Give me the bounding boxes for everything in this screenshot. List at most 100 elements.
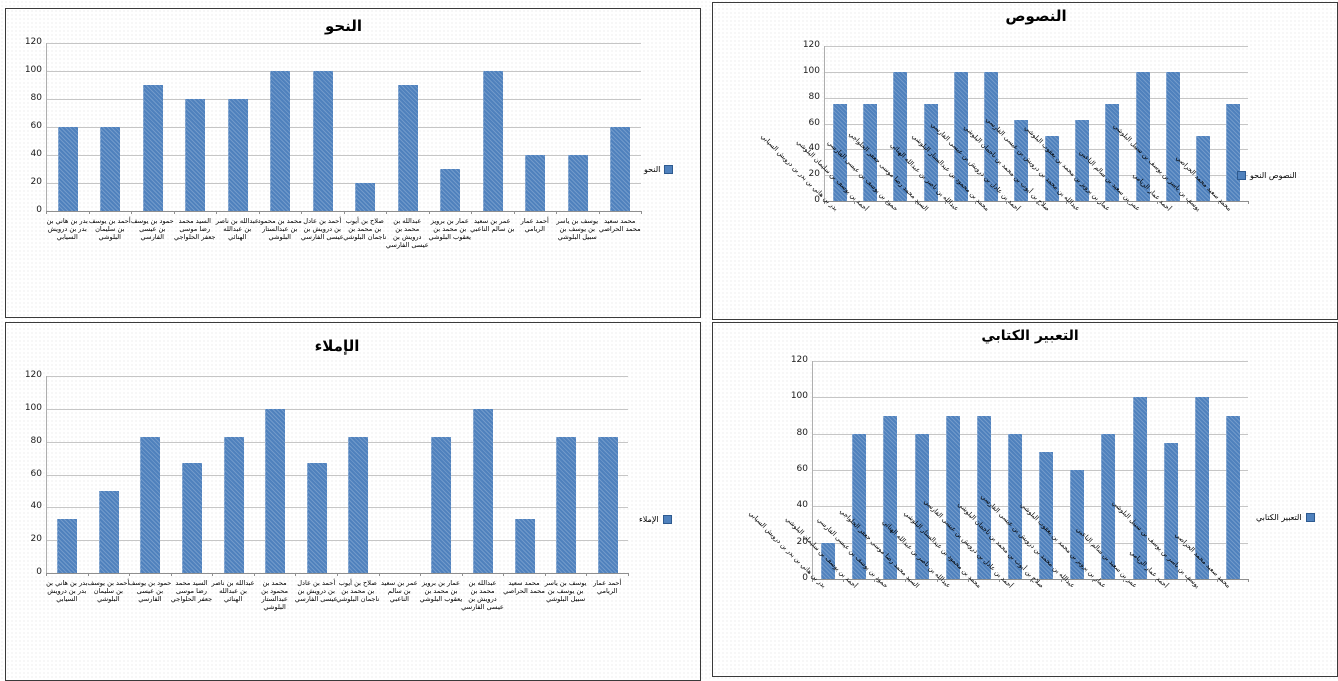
bar[interactable] — [832, 104, 847, 201]
x-axis-tick — [503, 573, 505, 576]
gridline — [812, 397, 1248, 399]
bar[interactable] — [852, 433, 867, 579]
x-axis-tick — [843, 579, 845, 582]
category-label: محمد بن محمود بن عبدالستار البلوشي — [257, 217, 302, 242]
bar[interactable] — [610, 127, 631, 211]
legend[interactable]: النحو — [644, 165, 674, 174]
chart-panel-written-expression[interactable]: التعبير الكتابي بدر بن هاني بن بدر بن در… — [712, 322, 1338, 677]
bar[interactable] — [312, 71, 333, 211]
bar[interactable] — [431, 436, 452, 573]
bar[interactable] — [227, 99, 248, 211]
bar[interactable] — [1074, 119, 1089, 201]
bar[interactable] — [1044, 136, 1059, 201]
bar[interactable] — [57, 518, 78, 573]
bar[interactable] — [348, 436, 369, 573]
bar[interactable] — [1165, 71, 1180, 201]
y-tick-label: 100 — [802, 65, 820, 76]
bar[interactable] — [1101, 433, 1116, 579]
bar[interactable] — [98, 490, 119, 573]
bar[interactable] — [1163, 442, 1178, 579]
bar[interactable] — [1039, 451, 1054, 579]
y-tick-label: 40 — [30, 149, 42, 159]
bar[interactable] — [265, 408, 286, 573]
y-tick-label: 20 — [796, 536, 808, 547]
bar[interactable] — [223, 436, 244, 573]
x-axis-tick — [46, 573, 47, 576]
x-axis-tick — [87, 573, 89, 576]
bar[interactable] — [556, 436, 577, 573]
y-tick-label: 20 — [30, 534, 42, 545]
chart-title: النحو — [324, 17, 363, 35]
bar[interactable] — [1105, 104, 1120, 201]
bar[interactable] — [525, 155, 546, 211]
gridline — [46, 43, 641, 44]
chart-panel-dictation[interactable]: الإملاء بدر بن هاني بن بدر بن درويش السي… — [5, 322, 701, 681]
y-tick-label: 60 — [796, 464, 808, 474]
chart-panel-texts[interactable]: النصوص بدر بن هاني بن بدر بن درويش السيا… — [712, 2, 1338, 320]
bar[interactable] — [440, 169, 461, 211]
bar[interactable] — [1225, 415, 1240, 579]
bar[interactable] — [914, 433, 929, 579]
bar[interactable] — [883, 415, 898, 579]
chart-panel-grammar[interactable]: النحو بدر بن هاني بن بدر بن درويش السياب… — [5, 8, 701, 318]
x-axis-tick — [337, 573, 338, 576]
bar[interactable] — [514, 518, 535, 573]
gridline — [46, 376, 628, 377]
bar[interactable] — [821, 542, 836, 579]
category-label: السيد محمد رضا موسى جعفر الحلواجي — [174, 217, 216, 242]
chart-title: الإملاء — [314, 337, 360, 355]
bar[interactable] — [185, 99, 206, 211]
bar[interactable] — [142, 85, 163, 211]
gridline — [812, 542, 1248, 544]
bar[interactable] — [953, 71, 968, 201]
y-tick-label: 100 — [790, 391, 808, 402]
y-tick-label: 40 — [30, 501, 42, 512]
legend[interactable]: النصوص النحو — [1237, 171, 1297, 180]
bar[interactable] — [1135, 71, 1150, 201]
category-label: يوسف بن ياسر بن يوسف بن سبيل البلوشي — [544, 579, 587, 604]
bar[interactable] — [893, 71, 908, 201]
category-label: أحمد بن يوسف بن سليمان البلوشي — [88, 217, 131, 242]
bar[interactable] — [1014, 119, 1029, 201]
bar[interactable] — [355, 183, 376, 211]
bar[interactable] — [57, 127, 78, 211]
bar[interactable] — [597, 436, 618, 573]
x-axis-tick — [1036, 201, 1037, 204]
y-axis-line — [824, 46, 825, 201]
x-axis-tick — [936, 579, 938, 582]
bar[interactable] — [1196, 136, 1211, 201]
bar[interactable] — [1007, 433, 1022, 579]
plot-area — [46, 43, 642, 214]
bar[interactable] — [976, 415, 991, 579]
bar[interactable] — [1070, 470, 1085, 579]
category-label: عمر بن سعيد بن سالم الناعبي — [470, 217, 515, 234]
bar[interactable] — [984, 71, 999, 201]
bar[interactable] — [482, 71, 503, 211]
bar[interactable] — [1194, 397, 1209, 579]
bar[interactable] — [140, 436, 161, 573]
x-axis-tick — [295, 573, 297, 576]
legend[interactable]: الإملاء — [639, 515, 672, 524]
gridline — [824, 123, 1248, 125]
x-axis-tick — [131, 211, 132, 214]
bar[interactable] — [1132, 397, 1147, 579]
bar[interactable] — [567, 155, 588, 211]
x-axis-tick — [812, 579, 813, 582]
bar[interactable] — [397, 85, 418, 211]
x-axis-tick — [428, 211, 430, 214]
bar[interactable] — [182, 463, 202, 573]
bar[interactable] — [473, 408, 493, 573]
y-tick-label: 100 — [24, 65, 42, 75]
x-axis-tick — [884, 201, 886, 204]
bar[interactable] — [945, 415, 960, 579]
bar[interactable] — [862, 104, 877, 201]
bar[interactable] — [270, 71, 291, 211]
category-label: بدر بن هاني بن بدر بن درويش السيابي — [46, 579, 88, 604]
bar[interactable] — [923, 104, 938, 201]
bar[interactable] — [1226, 104, 1241, 201]
y-tick-label: 0 — [36, 567, 42, 577]
legend[interactable]: التعبير الكتابي — [1256, 513, 1315, 522]
bar[interactable] — [306, 463, 327, 573]
x-axis-tick — [212, 573, 214, 576]
bar[interactable] — [100, 127, 121, 211]
